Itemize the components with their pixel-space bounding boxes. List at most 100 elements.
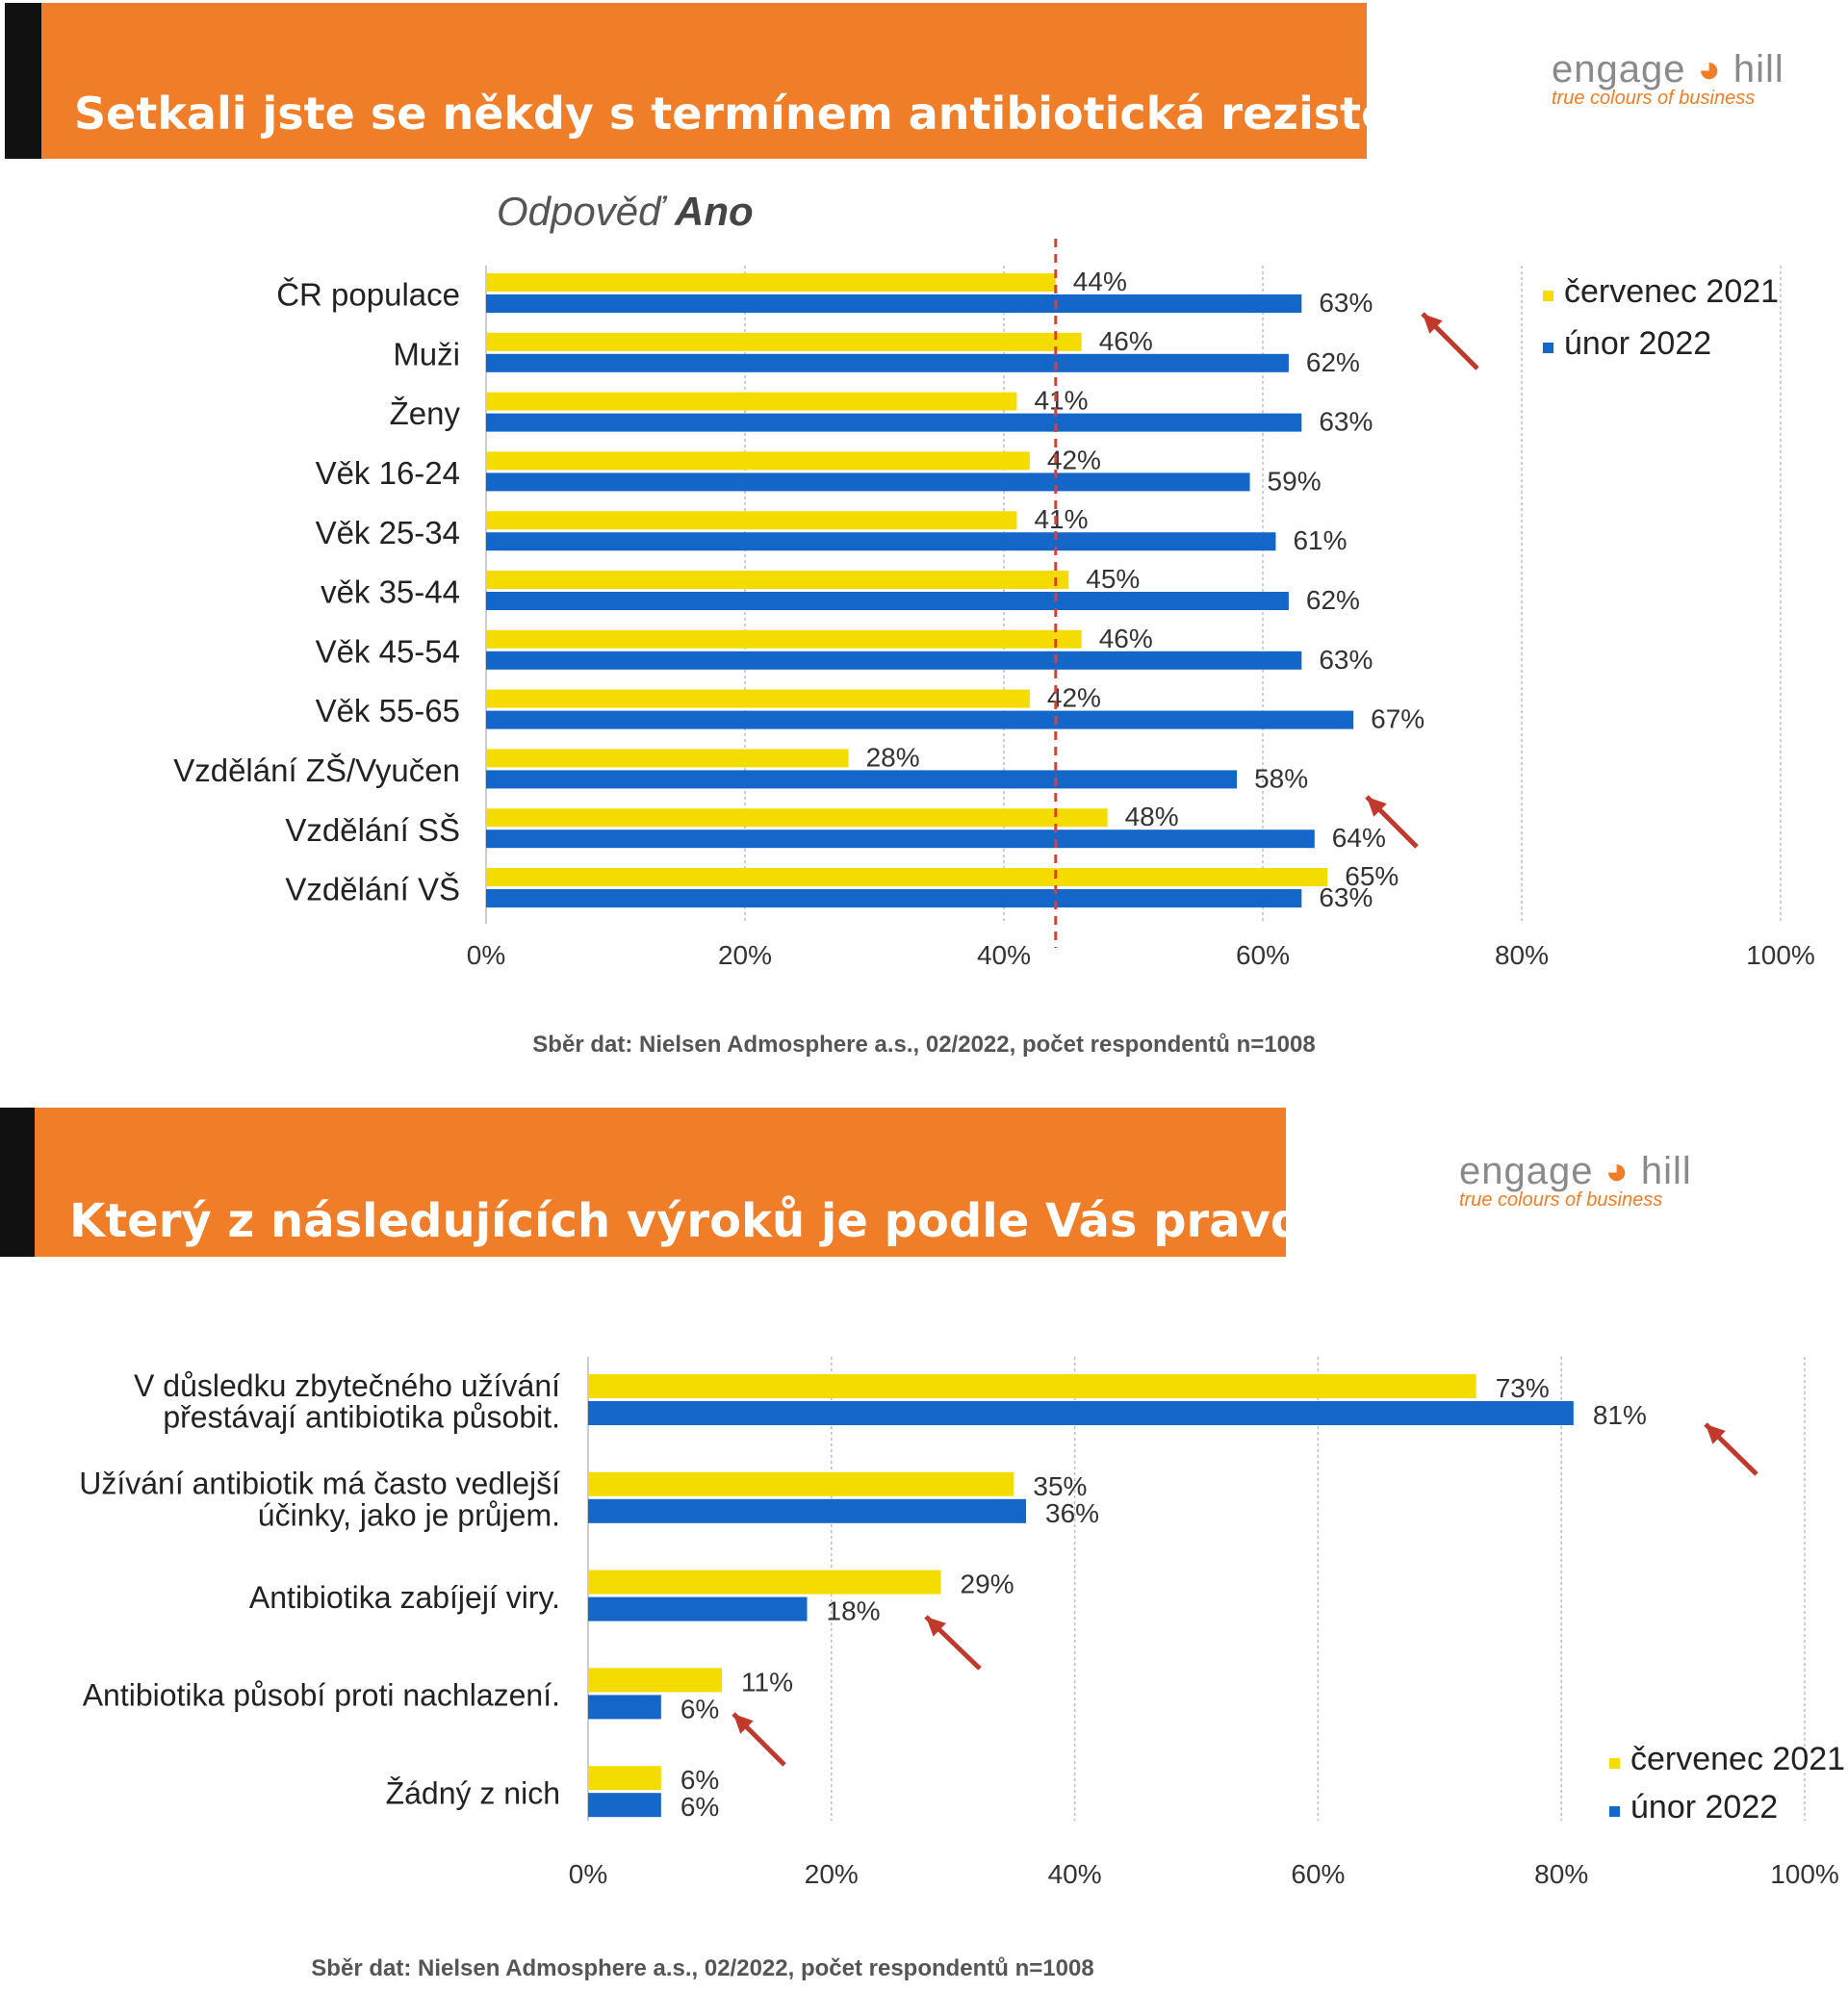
data-label: 62% xyxy=(1306,585,1360,615)
bar-jul-2021 xyxy=(486,332,1082,351)
legend-swatch xyxy=(1609,1758,1620,1769)
chart-title-1: Setkali jste se někdy s termínem antibio… xyxy=(74,88,1505,140)
data-label: 81% xyxy=(1593,1400,1647,1430)
data-label: 73% xyxy=(1496,1373,1550,1403)
data-label: 59% xyxy=(1268,466,1322,496)
data-label: 48% xyxy=(1125,802,1179,831)
bar-feb-2022 xyxy=(486,592,1289,610)
category-label: Ženy xyxy=(390,396,461,431)
data-label: 45% xyxy=(1086,564,1140,594)
logo-mark-icon: ◕ xyxy=(1697,48,1722,90)
category-label: Žádný z nich xyxy=(386,1775,560,1810)
bar-feb-2022 xyxy=(588,1498,1027,1523)
data-label: 6% xyxy=(680,1694,719,1723)
x-tick-label: 80% xyxy=(1495,940,1549,970)
category-label: Vzdělání VŠ xyxy=(285,872,460,907)
bar-feb-2022 xyxy=(486,353,1289,372)
bar-chart-2: 0% 20% 40% 60% 80% 100% 73% 81% V důsledku zbyte… xyxy=(79,1357,1845,1889)
category-label: Antibiotika zabíjejí viry. xyxy=(249,1580,560,1615)
category-label: Věk 25-34 xyxy=(316,515,460,550)
title-banner-1: Setkali jste se někdy s termínem antibio… xyxy=(5,3,1504,159)
category-label: Věk 16-24 xyxy=(316,455,460,491)
bar-jul-2021 xyxy=(486,808,1108,828)
legend-swatch xyxy=(1609,1806,1620,1817)
bar-jul-2021 xyxy=(588,1471,1014,1496)
legend-label: červenec 2021 xyxy=(1564,273,1779,310)
x-tick-label: 40% xyxy=(1048,1859,1102,1889)
bar-chart-1: 0% 20% 40% 60% 80% 100% 44% 63% ČR populace 46% 62… xyxy=(173,239,1815,970)
data-label: 63% xyxy=(1319,882,1373,912)
data-label: 41% xyxy=(1034,386,1088,416)
data-label: 18% xyxy=(827,1596,881,1626)
bar-feb-2022 xyxy=(486,294,1302,313)
bar-feb-2022 xyxy=(486,651,1302,670)
bar-jul-2021 xyxy=(486,451,1030,471)
x-tick-label: 0% xyxy=(467,940,505,970)
bar-feb-2022 xyxy=(588,1401,1574,1425)
chart-title-2: Který z následujících výroků je podle Vá… xyxy=(69,1194,1380,1248)
data-label: 46% xyxy=(1099,624,1153,653)
bar-jul-2021 xyxy=(588,1374,1476,1398)
bar-feb-2022 xyxy=(486,532,1276,551)
category-label: Věk 55-65 xyxy=(316,693,460,728)
bar-jul-2021 xyxy=(486,392,1017,411)
bar-feb-2022 xyxy=(486,472,1250,492)
category-label: Vzdělání ZŠ/Vyučen xyxy=(173,753,460,788)
bar-feb-2022 xyxy=(588,1793,661,1818)
category-label: Muži xyxy=(393,336,460,371)
category-label: V důsledku zbytečného užívání xyxy=(134,1368,560,1403)
data-label: 28% xyxy=(866,742,920,772)
data-label: 63% xyxy=(1319,407,1373,437)
data-label: 6% xyxy=(680,1765,719,1795)
data-label: 64% xyxy=(1332,823,1386,853)
bar-jul-2021 xyxy=(486,511,1017,530)
chart-panel-1: Setkali jste se někdy s termínem antibio… xyxy=(5,3,1815,1058)
category-label: ČR populace xyxy=(276,277,460,313)
bar-jul-2021 xyxy=(486,689,1030,708)
category-label: věk 35-44 xyxy=(321,574,460,610)
category-label: Antibiotika působí proti nachlazení. xyxy=(83,1678,560,1713)
data-label: 46% xyxy=(1099,326,1153,356)
x-tick-label: 60% xyxy=(1236,940,1290,970)
bar-jul-2021 xyxy=(486,571,1069,589)
data-label: 41% xyxy=(1034,504,1088,534)
title-banner-2: Který z následujících výroků je podle Vá… xyxy=(0,1108,1379,1257)
data-label: 35% xyxy=(1033,1471,1087,1501)
bar-feb-2022 xyxy=(588,1695,661,1720)
x-tick-label: 0% xyxy=(569,1859,607,1889)
data-label: 6% xyxy=(680,1792,719,1822)
annotation-arrow-head xyxy=(1706,1424,1726,1444)
bar-feb-2022 xyxy=(486,830,1315,849)
x-tick-label: 80% xyxy=(1534,1859,1588,1889)
category-label: Užívání antibiotik má často vedlejší xyxy=(79,1467,560,1501)
bar-feb-2022 xyxy=(588,1596,808,1621)
bar-jul-2021 xyxy=(588,1668,723,1693)
bar-feb-2022 xyxy=(486,413,1302,432)
category-label: přestávají antibiotika působit. xyxy=(163,1400,560,1435)
bar-jul-2021 xyxy=(486,868,1328,886)
bar-jul-2021 xyxy=(486,629,1082,649)
annotation-arrow-head xyxy=(1423,314,1443,334)
bar-feb-2022 xyxy=(486,710,1354,729)
annotation-arrow-head xyxy=(1367,797,1387,817)
legend-swatch xyxy=(1543,343,1553,353)
bar-jul-2021 xyxy=(588,1570,941,1595)
data-label: 65% xyxy=(1345,861,1399,891)
x-tick-label: 40% xyxy=(977,940,1031,970)
data-label: 63% xyxy=(1319,645,1373,675)
data-label: 63% xyxy=(1319,288,1373,318)
data-label: 61% xyxy=(1293,525,1347,555)
legend-label: únor 2022 xyxy=(1564,325,1711,362)
data-label: 58% xyxy=(1254,763,1308,793)
category-label: Věk 45-54 xyxy=(316,633,460,669)
annotation-arrow-head xyxy=(926,1617,946,1637)
legend-swatch xyxy=(1543,291,1553,301)
bar-feb-2022 xyxy=(486,889,1302,907)
x-tick-label: 60% xyxy=(1291,1859,1345,1889)
chart-panel-2: Který z následujících výroků je podle Vá… xyxy=(0,1097,1848,1991)
bar-jul-2021 xyxy=(486,749,849,768)
bar-feb-2022 xyxy=(486,770,1238,789)
data-label: 62% xyxy=(1306,347,1360,377)
legend-label: červenec 2021 xyxy=(1630,1741,1845,1777)
data-label: 11% xyxy=(741,1667,793,1697)
